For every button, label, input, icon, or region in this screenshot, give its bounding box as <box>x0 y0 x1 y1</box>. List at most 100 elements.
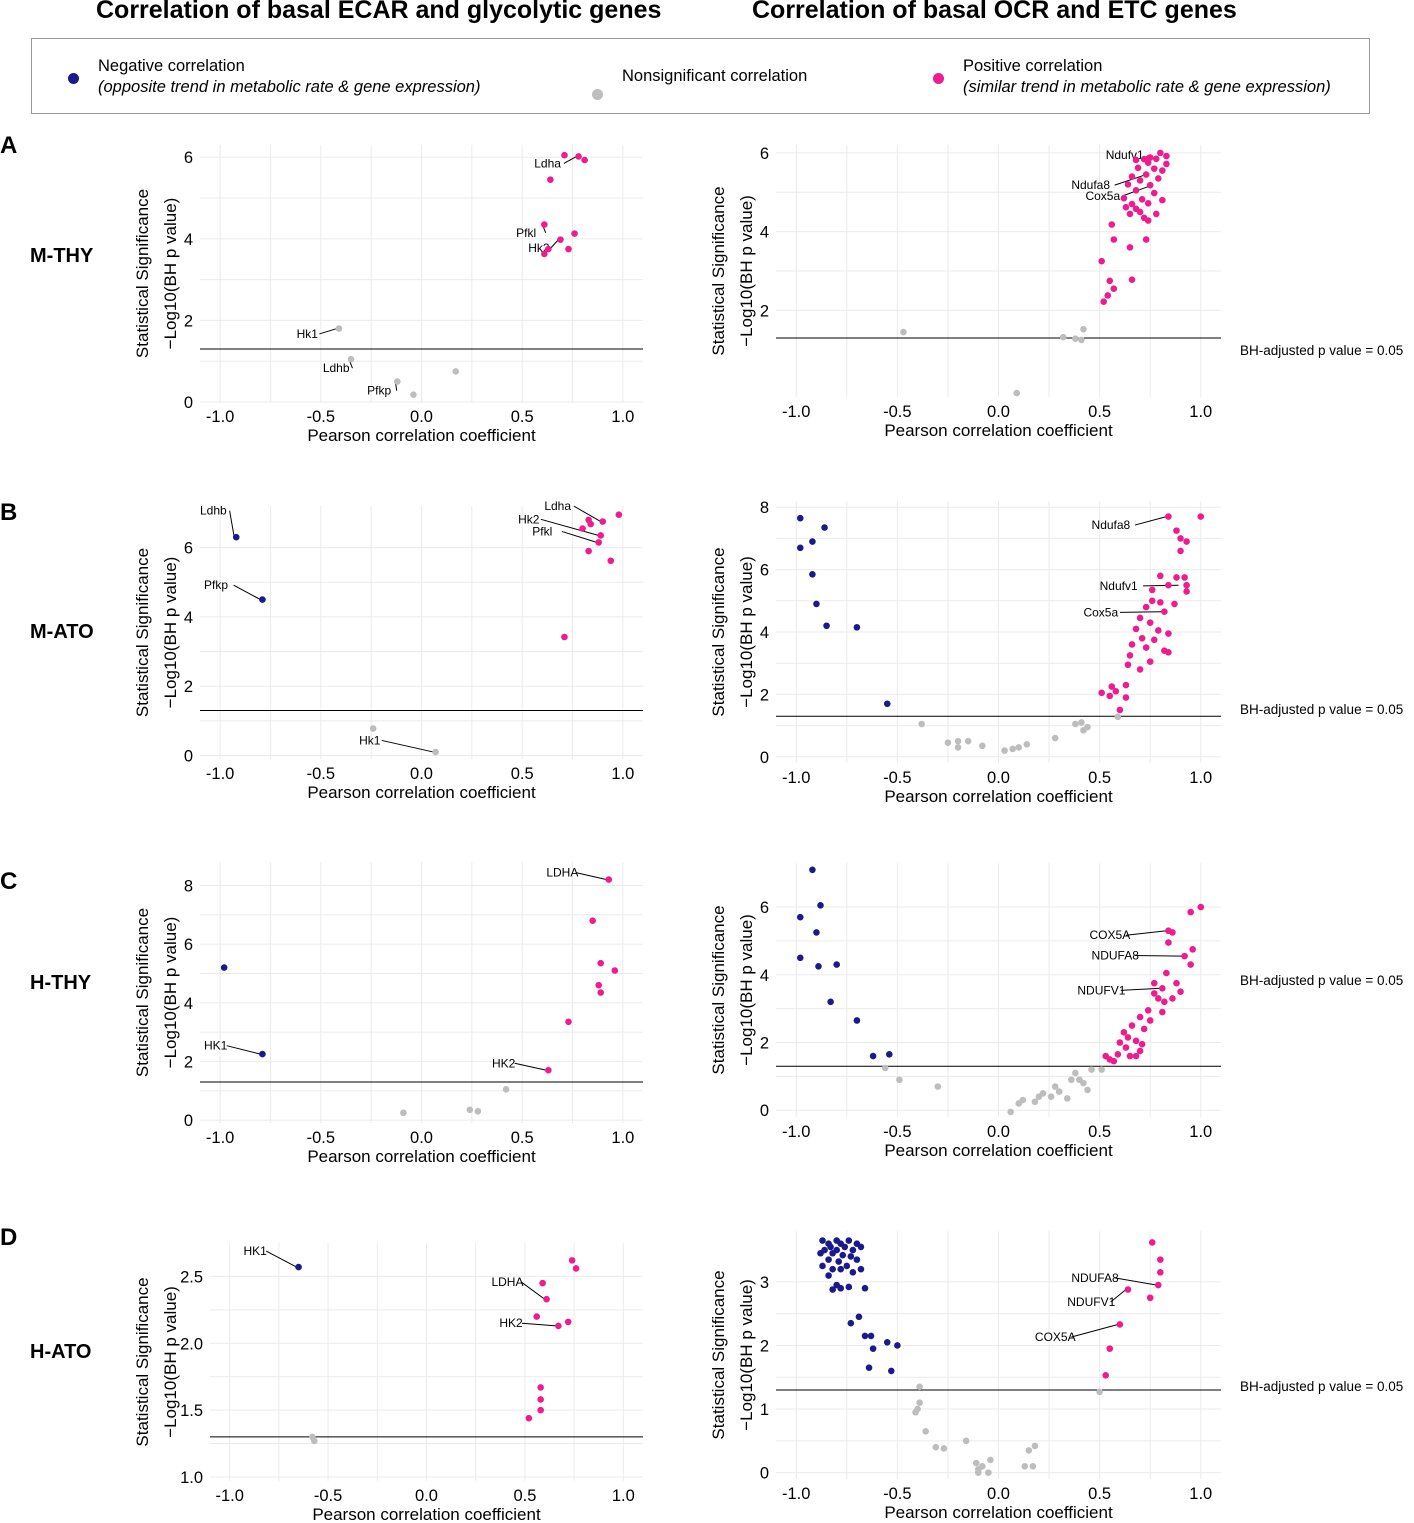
data-point-pos <box>587 520 594 528</box>
data-point-pos <box>1122 681 1130 689</box>
data-point-pos <box>1157 572 1164 580</box>
data-point-nonsig <box>1068 1076 1075 1084</box>
data-point-neg <box>845 1283 853 1291</box>
gene-label-cox5a: COX5A <box>1090 928 1131 942</box>
x-tick-label: 1.0 <box>611 765 634 783</box>
data-point-pos <box>1150 979 1158 987</box>
data-point-pos <box>1173 527 1180 534</box>
y-tick-label: 2 <box>760 686 769 704</box>
x-axis-title: Pearson correlation coefficient <box>884 787 1113 806</box>
gene-label-hk2: HK2 <box>499 1316 523 1330</box>
data-point-pos <box>1144 1007 1152 1014</box>
data-point-nonsig <box>918 720 925 728</box>
y-axis-title: Statistical Significance <box>133 908 152 1077</box>
gene-label-ndufa8: NDUFA8 <box>1071 1271 1119 1285</box>
x-tick-label: 0.0 <box>410 1129 433 1147</box>
row-label-m-ato: M-ATO <box>30 621 94 643</box>
x-tick-label: -0.5 <box>883 1123 911 1141</box>
data-point-nonsig <box>916 1399 923 1406</box>
data-point-nonsig <box>979 1462 986 1470</box>
data-point-nonsig <box>1098 1066 1105 1073</box>
data-point-neg <box>817 1249 824 1257</box>
data-point-pos <box>1142 603 1150 611</box>
data-point-pos <box>1144 199 1152 207</box>
x-tick-label: -0.5 <box>883 403 911 421</box>
data-point-neg <box>855 1313 863 1321</box>
x-axis-title: Pearson correlation coefficient <box>884 1141 1113 1160</box>
plot-A-right: -1.0 -0.5 0.0 0.5 1.0 2 4 6 Pearson correlation … <box>709 145 1221 440</box>
data-point-pos <box>533 1313 541 1320</box>
x-tick-label: 1.0 <box>612 1487 635 1505</box>
data-point-neg <box>853 1017 861 1024</box>
x-tick-label: 1.0 <box>1189 769 1212 787</box>
data-point-pos <box>545 1066 552 1074</box>
y-axis-title-log: −Log10(BH p value) <box>161 557 180 709</box>
y-tick-label: 6 <box>760 562 769 580</box>
gene-label-hk1: HK1 <box>204 1039 228 1053</box>
data-point-nonsig <box>1039 1089 1047 1097</box>
data-point-pos <box>1152 155 1160 163</box>
data-point-nonsig <box>311 1437 318 1445</box>
data-point-pos <box>1173 574 1180 581</box>
x-tick-label: -1.0 <box>206 765 234 783</box>
x-tick-label: 0.5 <box>511 765 534 783</box>
gene-label-hk1: Hk1 <box>359 733 381 747</box>
y-axis-title-log: −Log10(BH p value) <box>737 195 756 347</box>
data-point-nonsig <box>962 1437 970 1445</box>
y-tick-label: 0 <box>760 1102 769 1120</box>
y-axis-title: Statistical Significance <box>709 905 728 1074</box>
data-point-nonsig <box>369 725 377 732</box>
data-point-pos <box>1110 285 1118 293</box>
right-column-title: Correlation of basal OCR and ETC genes <box>752 0 1237 24</box>
data-point-pos <box>575 153 582 160</box>
data-point-pos <box>1189 946 1196 953</box>
data-point-pos <box>1132 625 1140 633</box>
label-leader-line <box>575 872 607 881</box>
data-point-pos <box>1110 236 1118 243</box>
data-point-pos <box>564 1318 572 1326</box>
data-point-pos <box>1159 196 1166 204</box>
data-point-pos <box>581 156 588 164</box>
data-point-pos <box>597 532 605 539</box>
x-axis-title: Pearson correlation coefficient <box>307 1147 536 1166</box>
x-axis-title: Pearson correlation coefficient <box>312 1505 541 1523</box>
y-tick-label: 2 <box>760 1034 769 1052</box>
y-tick-label: 1 <box>760 1401 769 1419</box>
data-point-neg <box>861 1332 869 1340</box>
x-tick-label: 0.0 <box>987 1485 1010 1503</box>
data-point-nonsig <box>1080 325 1087 333</box>
legend-positive-label: Positive correlation <box>963 57 1103 75</box>
data-point-nonsig <box>954 737 962 745</box>
data-point-neg <box>857 1265 865 1273</box>
data-point-pos <box>1146 181 1154 189</box>
label-leader-line <box>521 1322 557 1327</box>
x-axis-title: Pearson correlation coefficient <box>307 426 536 445</box>
data-point-nonsig <box>1072 720 1079 728</box>
y-tick-label: 4 <box>760 967 769 985</box>
legend: Negative correlation (opposite trend in … <box>31 38 1370 114</box>
data-point-pos <box>1165 513 1172 520</box>
data-point-pos <box>1150 636 1158 644</box>
y-tick-label: 4 <box>184 231 193 249</box>
data-point-pos <box>1142 236 1150 243</box>
data-point-pos <box>565 245 572 253</box>
data-point-nonsig <box>954 744 962 751</box>
data-point-pos <box>1154 995 1162 1002</box>
data-point-nonsig <box>1078 719 1085 726</box>
x-axis-title: Pearson correlation coefficient <box>884 1503 1113 1522</box>
data-point-pos <box>1171 600 1178 608</box>
data-point-pos <box>1144 217 1152 224</box>
data-point-pos <box>1116 1039 1124 1046</box>
data-point-nonsig <box>1019 1096 1027 1104</box>
data-point-pos <box>1114 1051 1122 1058</box>
data-point-nonsig <box>964 737 972 745</box>
left-column-title: Correlation of basal ECAR and glycolytic… <box>96 0 662 24</box>
data-point-neg <box>259 1050 266 1058</box>
y-axis-title-log: −Log10(BH p value) <box>161 198 180 350</box>
data-point-pos <box>1157 1256 1164 1263</box>
data-point-pos <box>595 539 602 546</box>
y-tick-label: 1.0 <box>180 1469 203 1487</box>
data-point-nonsig <box>1047 1093 1055 1100</box>
y-axis-title-log: −Log10(BH p value) <box>737 914 756 1066</box>
x-tick-label: 0.5 <box>1088 1123 1111 1141</box>
